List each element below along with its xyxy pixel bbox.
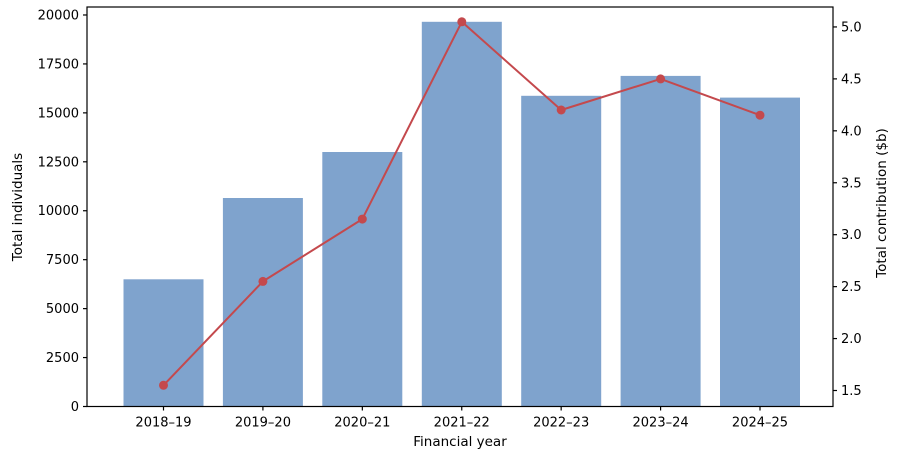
ytick-label-right-0: 1.5	[841, 384, 862, 399]
line-marker-4	[556, 105, 566, 115]
ytick-label-right-5: 4.0	[841, 124, 862, 139]
ytick-label-left-2: 5000	[46, 302, 79, 317]
ytick-label-right-6: 4.5	[841, 72, 862, 87]
xtick-label-3: 2021–22	[434, 416, 490, 431]
line-marker-0	[159, 380, 168, 390]
ytick-label-right-7: 5.0	[841, 20, 862, 35]
line-marker-1	[258, 276, 268, 286]
bar-1	[222, 198, 303, 407]
x-axis-label: Financial year	[413, 434, 507, 450]
ytick-label-right-1: 2.0	[841, 332, 862, 347]
bar-4	[521, 95, 602, 407]
ytick-label-left-8: 20000	[38, 8, 79, 23]
xtick-label-4: 2022–23	[533, 416, 589, 431]
ytick-label-right-4: 3.5	[841, 176, 862, 191]
xtick-label-2: 2020–21	[334, 416, 390, 431]
bar-5	[620, 75, 701, 407]
xtick-label-0: 2018–19	[135, 416, 191, 431]
ytick-label-left-0: 0	[71, 400, 79, 415]
ytick-label-left-4: 10000	[38, 204, 79, 219]
ytick-label-left-1: 2500	[46, 351, 79, 366]
line-marker-5	[656, 74, 666, 84]
y-axis-label-left: Total individuals	[10, 152, 26, 262]
ytick-label-right-2: 2.5	[841, 280, 862, 295]
ytick-label-left-5: 12500	[38, 155, 79, 170]
y-axis-label-right: Total contribution ($b)	[874, 128, 890, 278]
bar-3	[421, 21, 502, 407]
xtick-label-1: 2019–20	[235, 416, 291, 431]
xtick-label-5: 2023–24	[633, 416, 689, 431]
line-marker-3	[457, 17, 467, 27]
xtick-label-6: 2024–25	[732, 416, 788, 431]
ytick-label-right-3: 3.0	[841, 228, 862, 243]
ytick-label-left-7: 17500	[38, 57, 79, 72]
bar-2	[322, 152, 403, 407]
ytick-label-left-3: 7500	[46, 253, 79, 268]
bar-6	[720, 97, 800, 407]
ytick-label-left-6: 15000	[38, 106, 79, 121]
line-marker-2	[357, 214, 367, 224]
line-marker-6	[755, 110, 765, 120]
plot-border	[86, 6, 834, 408]
